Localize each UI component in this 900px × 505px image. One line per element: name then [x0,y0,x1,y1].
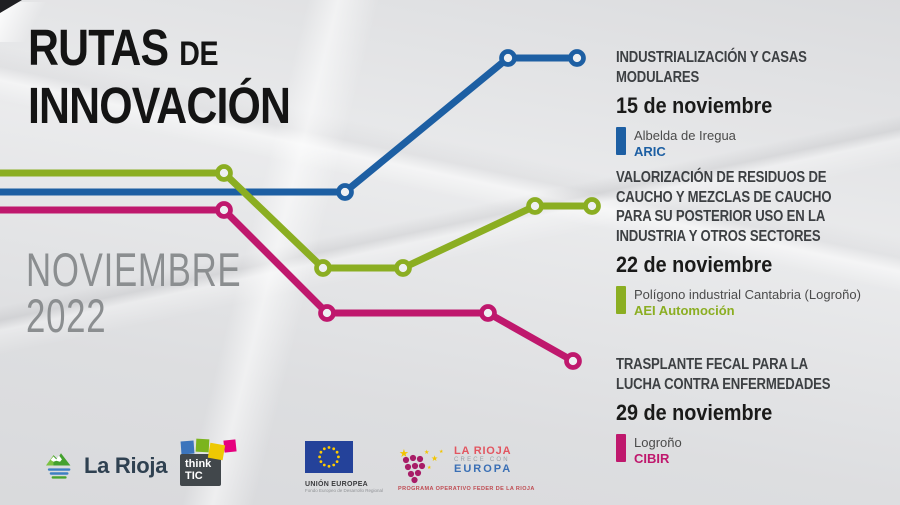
la-rioja-label: La Rioja [84,452,168,478]
feder-row: ★ ★ ★ ★ ★ LA RIOJA CRECE CON EUROPA [398,444,535,484]
la-rioja-logo: La Rioja [45,449,167,482]
svg-text:★: ★ [424,449,429,456]
feder-grapes-icon: ★ ★ ★ ★ ★ [399,447,444,484]
think-tic-blue-tile [180,440,195,455]
think-tic-magenta-tile [223,439,237,453]
think-tic-green-tile [195,438,210,453]
think-tic-word-2: TIC [185,469,203,482]
think-tic-logo: think TIC [180,437,238,491]
eu-flag-icon [305,441,353,473]
think-tic-yellow-tile [207,442,226,461]
svg-text:★: ★ [427,465,432,471]
svg-text:★: ★ [431,454,438,463]
feder-line-3: EUROPA [454,463,513,475]
feder-logo: ★ ★ ★ ★ ★ LA RIOJA CRECE CON EUROPA PROG… [398,444,535,493]
feder-line-1: LA RIOJA [454,445,512,457]
feder-text: LA RIOJA CRECE CON EUROPA [454,444,512,475]
eu-logo: UNIÓN EUROPEA Fondo Europeo de Desarroll… [305,441,384,493]
la-rioja-mountain-icon [45,453,71,479]
svg-text:★: ★ [399,447,409,460]
eu-label: UNIÓN EUROPEA [305,481,369,488]
svg-text:★: ★ [439,449,444,455]
feder-sublabel: PROGRAMA OPERATIVO FEDER DE LA RIOJA [398,486,535,492]
eu-sublabel: Fondo Europeo de Desarrollo Regional [305,488,384,493]
think-tic-word-1: think [185,458,212,470]
